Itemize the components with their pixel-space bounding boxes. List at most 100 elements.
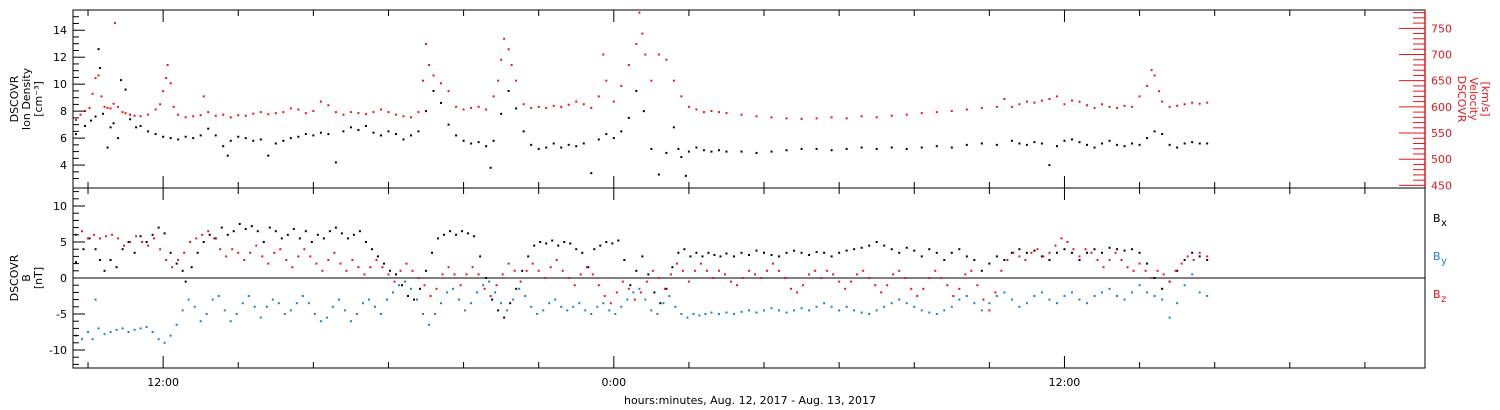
bx-point (358, 230, 361, 233)
by-point (898, 298, 901, 301)
density-point (1055, 145, 1058, 148)
bz-point (1054, 244, 1057, 247)
bz-point (549, 266, 552, 269)
density-point (1033, 141, 1036, 144)
density-point (755, 151, 758, 154)
by-point (995, 295, 998, 297)
density-point (379, 134, 382, 137)
by-point (271, 298, 274, 301)
density-point (507, 89, 510, 92)
bx-point (1003, 259, 1006, 261)
velocity-point (202, 95, 205, 98)
bz-point (934, 269, 937, 272)
bz-point (976, 284, 979, 287)
magnetic-tick-label: 0 (60, 272, 67, 285)
velocity-point (133, 114, 136, 117)
magnetic-field-series (75, 223, 1209, 344)
bx-point (431, 251, 434, 254)
bx-point (121, 248, 124, 251)
by-point (81, 338, 84, 341)
velocity-point (1168, 105, 1171, 108)
by-point (602, 302, 605, 305)
bz-point (741, 277, 744, 279)
velocity-point (950, 110, 953, 113)
velocity-point (575, 100, 578, 103)
by-point (277, 302, 280, 305)
bz-point (826, 269, 829, 272)
by-point (905, 302, 908, 305)
bz-point (93, 233, 96, 236)
velocity-point (567, 103, 570, 106)
bz-point (339, 262, 342, 265)
bz-point (525, 269, 528, 272)
bz-point (844, 287, 847, 290)
density-tick-label: 12 (53, 51, 67, 64)
bx-point (461, 230, 464, 233)
bz-point (772, 262, 775, 265)
bx-point (605, 241, 608, 243)
by-point (1206, 295, 1209, 297)
bx-point (1131, 248, 1134, 251)
bz-point (243, 259, 246, 261)
by-point (725, 311, 728, 314)
by-point (732, 313, 735, 315)
density-point (199, 134, 202, 137)
by-point (686, 316, 689, 319)
velocity-point (627, 63, 630, 66)
by-point (755, 311, 758, 314)
bx-point (778, 255, 781, 258)
by-point (542, 309, 545, 312)
bx-point (139, 235, 142, 238)
bx-point (581, 251, 584, 254)
velocity-point (965, 108, 968, 111)
bz-point (1042, 255, 1045, 258)
bz-point (357, 266, 360, 269)
bx-point (935, 251, 938, 254)
bz-point (105, 235, 108, 238)
density-point (1070, 138, 1073, 141)
by-point (830, 305, 833, 308)
velocity-point (1131, 105, 1134, 108)
density-point (1025, 143, 1028, 146)
density-point (297, 135, 300, 138)
by-point (913, 305, 916, 308)
bx-point (99, 259, 102, 261)
velocity-point (860, 115, 863, 118)
velocity-point (229, 116, 232, 119)
bz-point (838, 280, 841, 283)
bz-point (1144, 269, 1147, 272)
bz-point (597, 284, 600, 287)
velocity-point (214, 114, 217, 117)
velocity-point (1161, 100, 1164, 103)
bx-point (364, 241, 367, 243)
by-point (488, 280, 491, 283)
density-point (229, 139, 232, 142)
velocity-tick-label: 700 (1431, 49, 1452, 62)
velocity-point (995, 105, 998, 108)
bx-point (755, 249, 758, 252)
density-point (590, 172, 593, 175)
bx-point (1033, 249, 1036, 252)
by-point (883, 305, 886, 308)
velocity-point (129, 113, 132, 116)
by-point (1055, 302, 1058, 305)
by-point (259, 316, 262, 319)
by-point (235, 313, 238, 315)
bx-point (208, 233, 211, 236)
by-point (548, 302, 551, 305)
bz-point (297, 255, 300, 258)
velocity-point (364, 113, 367, 116)
density-point (965, 143, 968, 146)
bx-point (400, 284, 403, 287)
velocity-point (507, 48, 510, 51)
density-point (312, 134, 315, 137)
bz-point (219, 248, 222, 251)
velocity-point (199, 114, 202, 117)
bz-point (1192, 259, 1195, 261)
bx-point (557, 244, 560, 247)
by-point (337, 298, 340, 301)
bz-point (531, 262, 534, 265)
by-point (656, 313, 659, 315)
bz-point (778, 269, 781, 272)
bx-point (623, 259, 626, 261)
